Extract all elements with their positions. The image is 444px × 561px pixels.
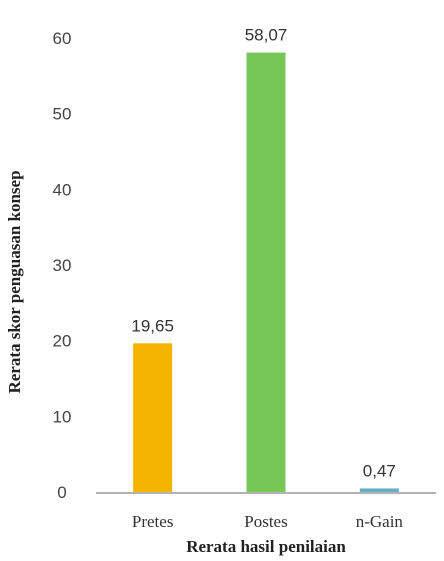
y-tick-label: 40 bbox=[53, 180, 72, 199]
y-tick-label: 50 bbox=[53, 105, 72, 124]
data-label-postes: 58,07 bbox=[245, 26, 288, 45]
y-tick-label: 0 bbox=[57, 483, 66, 502]
data-labels: 19,65 58,07 0,47 bbox=[131, 26, 395, 481]
data-label-n-gain: 0,47 bbox=[363, 461, 396, 480]
bar-n-gain bbox=[359, 488, 399, 492]
x-tick-label: n-Gain bbox=[356, 512, 404, 531]
bars bbox=[133, 52, 399, 492]
y-axis-ticks: 0 10 20 30 40 50 60 bbox=[53, 29, 72, 502]
data-label-pretes: 19,65 bbox=[131, 316, 174, 335]
y-tick-label: 30 bbox=[53, 256, 72, 275]
bar-pretes bbox=[133, 343, 173, 492]
x-tick-label: Postes bbox=[244, 512, 287, 531]
x-axis-ticks: Pretes Postes n-Gain bbox=[132, 512, 404, 531]
y-tick-label: 20 bbox=[53, 332, 72, 351]
y-tick-label: 60 bbox=[53, 29, 72, 48]
bar-postes bbox=[246, 52, 286, 492]
y-tick-label: 10 bbox=[53, 407, 72, 426]
x-tick-label: Pretes bbox=[132, 512, 174, 531]
x-axis-title: Rerata hasil penilaian bbox=[186, 537, 346, 556]
y-axis-title: Rerata skor penguasan konsep bbox=[5, 170, 24, 393]
